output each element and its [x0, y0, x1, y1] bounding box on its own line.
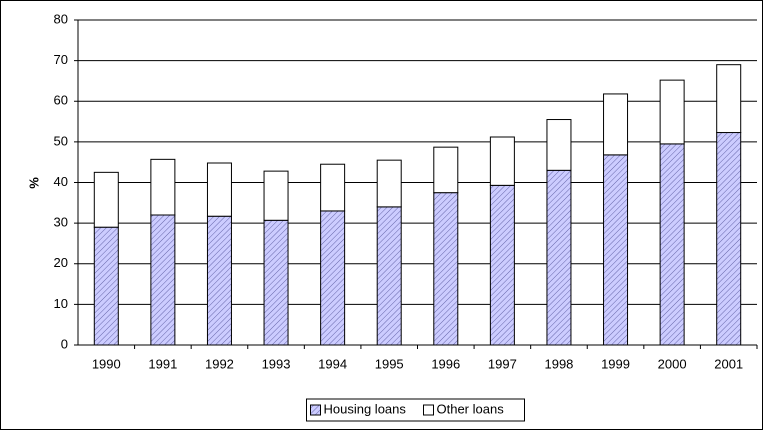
- bar-segment: [546, 169, 572, 346]
- bar-segment: [489, 184, 515, 346]
- x-tick-label: 1991: [148, 356, 177, 371]
- bar-segment: [716, 64, 742, 134]
- x-tick-label: 2001: [714, 356, 743, 371]
- x-tick-label: 2000: [658, 356, 687, 371]
- legend-swatch: [423, 404, 434, 416]
- bar-segment: [376, 159, 402, 208]
- bar-segment: [546, 119, 572, 171]
- x-tick-label: 1992: [205, 356, 234, 371]
- y-tick-label: 60: [54, 93, 68, 108]
- y-tick-label: 50: [54, 133, 68, 148]
- y-tick-label: 80: [54, 11, 68, 26]
- bar-segment: [433, 192, 459, 346]
- bar-segment: [263, 170, 289, 221]
- bar-segment: [659, 143, 685, 346]
- y-tick-label: 0: [61, 336, 68, 351]
- x-tick-label: 1996: [431, 356, 460, 371]
- x-tick-label: 1999: [601, 356, 630, 371]
- y-tick-label: 10: [54, 296, 68, 311]
- bar-segment: [320, 210, 346, 346]
- bar-segment: [263, 219, 289, 346]
- x-tick-label: 1997: [488, 356, 517, 371]
- legend-swatch: [310, 404, 321, 416]
- x-tick-label: 1994: [318, 356, 347, 371]
- y-tick-label: 20: [54, 255, 68, 270]
- bar-segment: [206, 215, 232, 346]
- x-tick-label: 1998: [544, 356, 573, 371]
- y-tick-label: 70: [54, 52, 68, 67]
- bar-segment: [206, 162, 232, 217]
- bar-segment: [320, 163, 346, 212]
- bar-segment: [150, 158, 176, 216]
- y-axis-label: %: [26, 177, 41, 189]
- bar-segment: [659, 79, 685, 145]
- legend-label: Housing loans: [324, 401, 407, 416]
- y-tick-label: 40: [54, 174, 68, 189]
- x-tick-label: 1993: [262, 356, 291, 371]
- bar-segment: [150, 214, 176, 346]
- bar-segment: [716, 132, 742, 346]
- bar-segment: [489, 136, 515, 186]
- legend-box: [306, 398, 525, 422]
- bar-segment: [603, 93, 629, 156]
- bar-segment: [93, 226, 119, 346]
- x-tick-label: 1995: [375, 356, 404, 371]
- bar-segment: [433, 146, 459, 194]
- y-tick-label: 30: [54, 215, 68, 230]
- legend-label: Other loans: [437, 401, 505, 416]
- bar-segment: [376, 206, 402, 346]
- bar-segment: [603, 154, 629, 346]
- bar-segment: [93, 171, 119, 228]
- x-tick-label: 1990: [92, 356, 121, 371]
